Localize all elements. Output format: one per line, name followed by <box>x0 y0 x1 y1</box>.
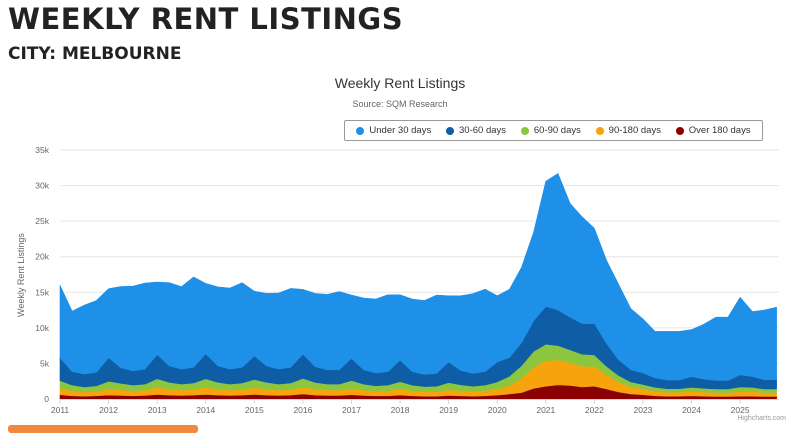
legend-marker-icon <box>356 126 365 135</box>
legend-item[interactable]: Under 30 days <box>356 125 431 136</box>
x-tick-label: 2019 <box>439 405 458 415</box>
chart-title: Weekly Rent Listings <box>334 75 466 91</box>
legend-item[interactable]: Over 180 days <box>675 125 751 136</box>
x-tick-label: 2022 <box>585 405 604 415</box>
legend-label: 30-60 days <box>459 125 507 136</box>
x-tick-label: 2013 <box>148 405 167 415</box>
legend-marker-icon <box>595 126 604 135</box>
legend-marker-icon <box>675 126 684 135</box>
x-tick-label: 2021 <box>536 405 555 415</box>
orange-bottom-bar <box>8 425 198 433</box>
x-tick-label: 2014 <box>196 405 215 415</box>
x-tick-label: 2018 <box>391 405 410 415</box>
y-tick-label: 10k <box>35 323 49 333</box>
series-area-4 <box>59 173 777 381</box>
page-title: WEEKLY RENT LISTINGS <box>8 2 404 36</box>
y-tick-label: 0 <box>44 394 49 404</box>
legend-label: Under 30 days <box>369 125 432 136</box>
y-tick-label: 5k <box>40 358 50 368</box>
chart-subtitle: Source: SQM Research <box>352 99 448 109</box>
x-tick-label: 2012 <box>99 405 118 415</box>
legend-item[interactable]: 60-90 days <box>520 125 581 136</box>
y-tick-label: 20k <box>35 252 49 262</box>
x-tick-label: 2020 <box>488 405 507 415</box>
y-tick-label: 25k <box>35 216 49 226</box>
legend-item[interactable]: 30-60 days <box>446 125 506 136</box>
legend-item[interactable]: 90-180 days <box>595 125 661 136</box>
legend-label: 90-180 days <box>608 125 661 136</box>
x-tick-label: 2015 <box>245 405 264 415</box>
x-tick-label: 2023 <box>634 405 653 415</box>
x-tick-label: 2017 <box>342 405 361 415</box>
legend-label: 60-90 days <box>533 125 581 136</box>
legend-label: Over 180 days <box>688 125 751 136</box>
legend-marker-icon <box>520 126 529 135</box>
legend-marker-icon <box>446 126 455 135</box>
y-tick-label: 30k <box>35 181 49 191</box>
y-tick-label: 15k <box>35 287 49 297</box>
x-tick-label: 2016 <box>293 405 312 415</box>
x-tick-label: 2011 <box>51 405 70 415</box>
y-tick-label: 35k <box>35 145 49 155</box>
page-subtitle: CITY: MELBOURNE <box>8 44 182 64</box>
credits-link[interactable]: Highcharts.com <box>737 415 786 422</box>
chart-legend: Under 30 days 30-60 days 60-90 days 90-180 … <box>344 120 763 141</box>
x-tick-label: 2025 <box>731 405 750 415</box>
x-tick-label: 2024 <box>682 405 701 415</box>
